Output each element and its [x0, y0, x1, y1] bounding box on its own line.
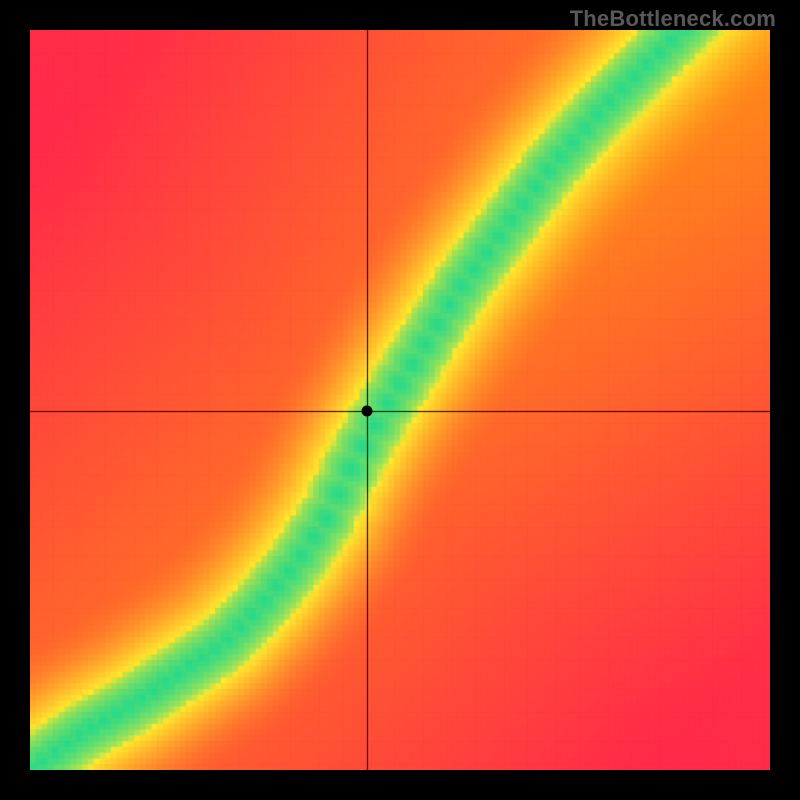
- crosshair-marker-dot: [361, 406, 372, 417]
- bottleneck-heatmap: [30, 30, 770, 770]
- watermark-text: TheBottleneck.com: [570, 6, 776, 32]
- chart-root: { "watermark": "TheBottleneck.com", "can…: [0, 0, 800, 800]
